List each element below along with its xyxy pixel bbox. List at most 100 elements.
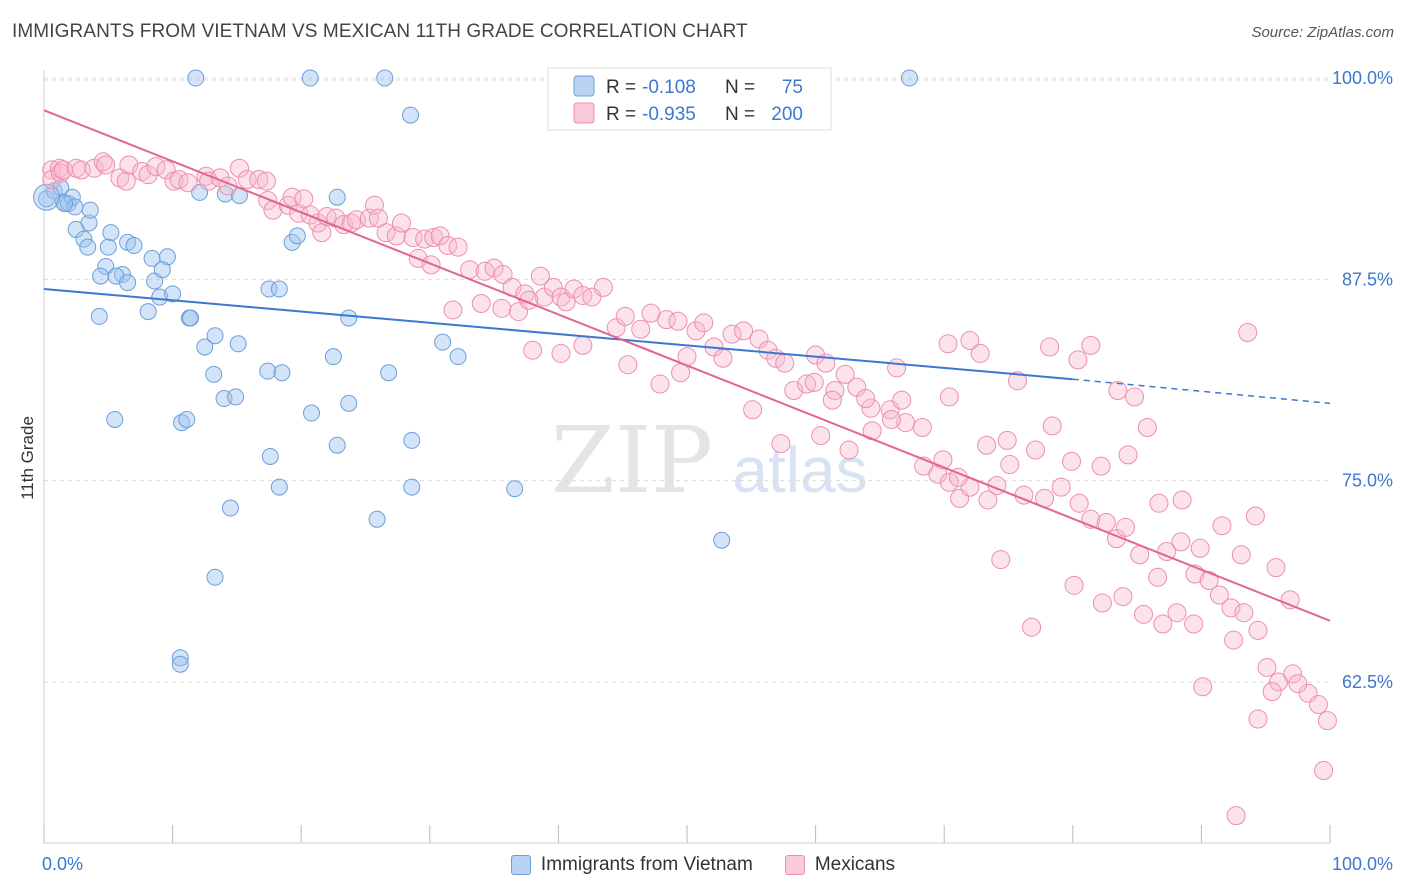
y-axis-label: 11th Grade bbox=[18, 416, 37, 500]
vietnam-point-65 bbox=[328, 436, 346, 454]
vietnam-point-28 bbox=[119, 274, 137, 292]
vietnam-point-52 bbox=[259, 362, 277, 380]
vietnam-point-19 bbox=[125, 237, 143, 255]
mexican-point-132 bbox=[1226, 806, 1246, 826]
mexican-point-154 bbox=[1245, 506, 1265, 526]
tick-labels: 62.5% 75.0% 87.5% 100.0% 0.0% 100.0% bbox=[42, 68, 1393, 874]
vietnam-point-24 bbox=[92, 267, 110, 285]
vietnam-point-62 bbox=[302, 404, 320, 422]
vietnam-point-64 bbox=[403, 431, 421, 449]
mexican-point-146 bbox=[1062, 451, 1082, 471]
mexican-point-15 bbox=[146, 157, 166, 177]
mexican-point-184 bbox=[650, 374, 670, 394]
mexican-point-193 bbox=[443, 300, 463, 320]
vietnam-point-30 bbox=[81, 201, 99, 219]
mexican-point-164 bbox=[1167, 603, 1187, 623]
mexican-point-95 bbox=[861, 398, 881, 418]
vietnam-point-23 bbox=[113, 266, 131, 284]
mexican-point-144 bbox=[1026, 440, 1046, 460]
mexican-point-14 bbox=[138, 165, 158, 185]
mexican-point-167 bbox=[1224, 630, 1244, 650]
mexican-point-129 bbox=[1308, 695, 1328, 715]
mexican-point-191 bbox=[970, 343, 990, 363]
x-tick-label-0: 0.0% bbox=[42, 854, 83, 874]
mexican-point-73 bbox=[631, 319, 651, 339]
vietnam-point-60 bbox=[173, 414, 191, 432]
mexican-point-70 bbox=[593, 277, 613, 297]
vietnam-point-33 bbox=[90, 307, 108, 325]
mexican-point-51 bbox=[430, 226, 450, 246]
vietnam-point-44 bbox=[328, 188, 346, 206]
legend-swatch-mexican bbox=[573, 102, 595, 124]
vietnam-point-37 bbox=[260, 280, 278, 298]
vietnam-point-59 bbox=[106, 410, 124, 428]
y-tick-label-3: 100.0% bbox=[1332, 68, 1393, 88]
mexican-point-82 bbox=[722, 324, 742, 344]
mexican-point-192 bbox=[1008, 371, 1028, 391]
mexican-point-54 bbox=[438, 236, 458, 256]
bottom-legend-mexican: Mexicans bbox=[784, 854, 896, 876]
legend-vietnam-n-value: 75 bbox=[782, 77, 803, 98]
y-tick-label-0: 62.5% bbox=[1342, 672, 1393, 692]
mexican-point-28 bbox=[258, 190, 278, 210]
mexican-point-162 bbox=[1134, 604, 1154, 624]
vietnam-point-58 bbox=[380, 364, 398, 382]
mexican-point-182 bbox=[573, 335, 593, 355]
vietnam-point-40 bbox=[288, 227, 306, 245]
mexican-point-81 bbox=[713, 348, 733, 368]
mexican-point-72 bbox=[615, 306, 635, 326]
mexican-point-156 bbox=[1280, 590, 1300, 610]
mexican-point-186 bbox=[804, 372, 824, 392]
mexican-point-160 bbox=[1092, 593, 1112, 613]
vietnam-point-49 bbox=[340, 309, 358, 327]
mexican-point-78 bbox=[686, 321, 706, 341]
vietnam-point-46 bbox=[206, 327, 224, 345]
vietnam-point-61 bbox=[178, 410, 196, 428]
legend-vietnam-r-label: R = bbox=[606, 77, 636, 98]
mexican-point-76 bbox=[668, 311, 688, 331]
mexican-point-16 bbox=[156, 160, 176, 180]
mexican-point-87 bbox=[775, 353, 795, 373]
mexican-point-3 bbox=[51, 163, 71, 183]
vietnam-point-53 bbox=[273, 364, 291, 382]
vietnam-point-3 bbox=[900, 69, 918, 87]
vietnam-point-71 bbox=[206, 568, 224, 586]
mexican-point-8 bbox=[93, 152, 113, 172]
mexican-point-149 bbox=[1149, 493, 1169, 513]
mexican-point-120 bbox=[1199, 571, 1219, 591]
mexican-point-109 bbox=[1051, 477, 1071, 497]
mexican-point-145 bbox=[1042, 416, 1062, 436]
mexican-point-104 bbox=[978, 490, 998, 510]
y-tick-label-1: 75.0% bbox=[1342, 471, 1393, 491]
vietnam-point-73 bbox=[171, 655, 189, 673]
vietnam-point-32 bbox=[164, 285, 182, 303]
vietnam-point-1 bbox=[301, 69, 319, 87]
mexican-point-140 bbox=[933, 450, 953, 470]
mexican-point-106 bbox=[1000, 455, 1020, 475]
mexican-point-79 bbox=[694, 313, 714, 333]
bottom-legend-vietnam-label: Immigrants from Vietnam bbox=[540, 854, 753, 875]
bottom-legend-mexican-swatch bbox=[784, 855, 805, 875]
mexican-point-158 bbox=[1022, 617, 1042, 637]
x-tick-label-1: 100.0% bbox=[1332, 854, 1393, 874]
mexican-point-59 bbox=[493, 265, 513, 285]
mexican-point-155 bbox=[1266, 558, 1286, 578]
mexican-point-190 bbox=[939, 387, 959, 407]
vietnam-point-27 bbox=[153, 261, 171, 279]
mexican-point-188 bbox=[856, 389, 876, 409]
mexican-point-176 bbox=[960, 331, 980, 351]
vietnam-point-51 bbox=[449, 348, 467, 366]
mexican-point-169 bbox=[1262, 682, 1282, 702]
mexican-point-165 bbox=[1184, 614, 1204, 634]
mexican-point-189 bbox=[887, 358, 907, 378]
bottom-legend-mexican-label: Mexicans bbox=[814, 854, 896, 875]
vietnam-point-21 bbox=[158, 248, 176, 266]
mexican-point-181 bbox=[551, 343, 571, 363]
mexican-point-36 bbox=[312, 223, 332, 243]
vietnam-point-16 bbox=[102, 224, 120, 242]
vietnam-point-67 bbox=[403, 478, 421, 496]
vietnam-point-14 bbox=[75, 230, 93, 248]
mexican-point-9 bbox=[96, 155, 116, 175]
mexican-point-89 bbox=[797, 374, 817, 394]
mexican-point-148 bbox=[1118, 445, 1138, 465]
